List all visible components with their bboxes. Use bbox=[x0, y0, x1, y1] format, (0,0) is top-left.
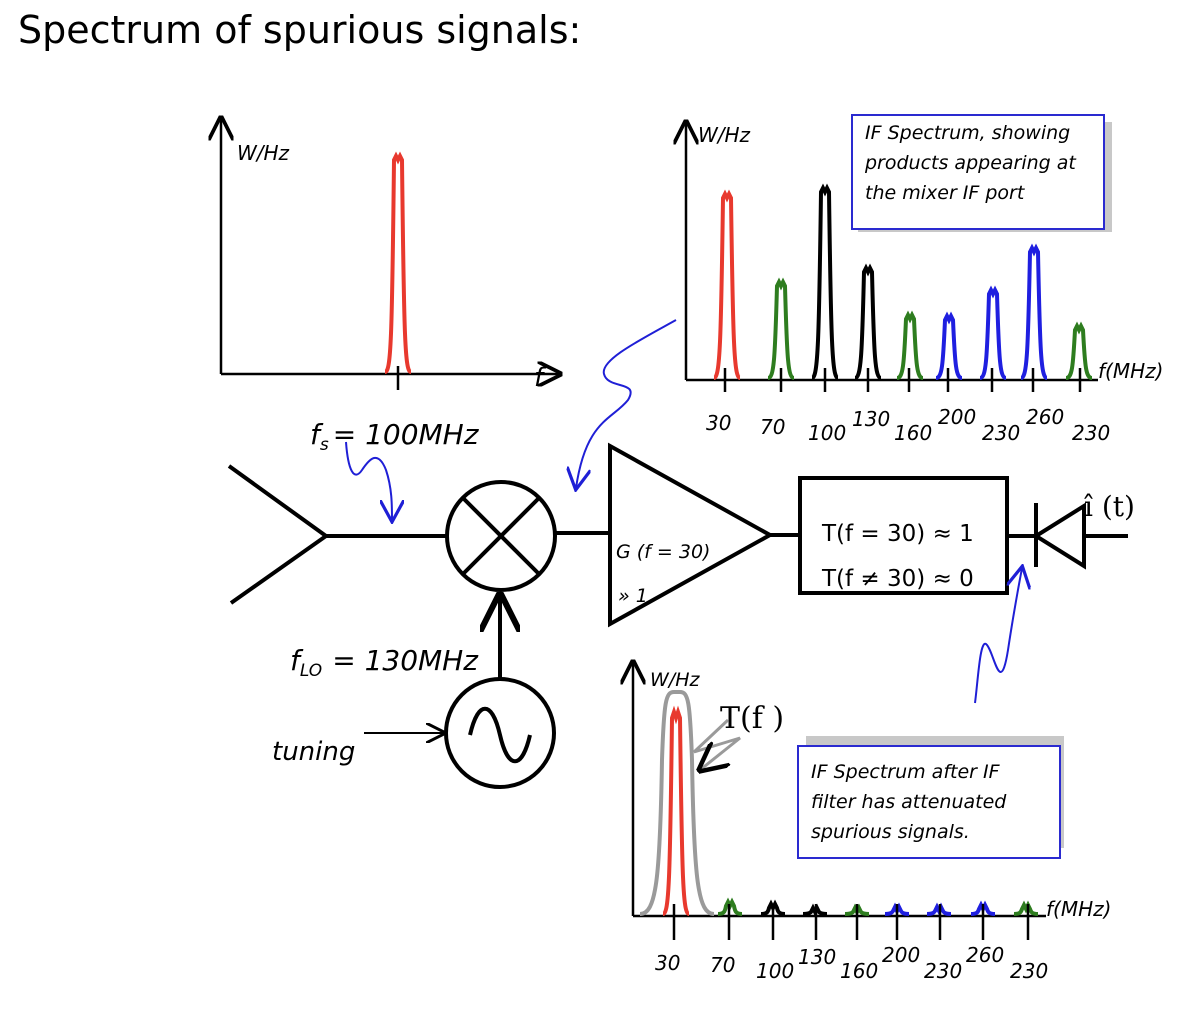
if-caption-line: products appearing at bbox=[865, 152, 1076, 174]
mixer bbox=[445, 480, 557, 592]
if-tick-label: 200 bbox=[938, 405, 976, 429]
filter-stopband-text: T(f ≠ 30) ≈ 0 bbox=[821, 566, 974, 592]
spectral-peak bbox=[1013, 900, 1039, 916]
filtered-tick-label: 230 bbox=[924, 959, 962, 983]
if-peaks bbox=[713, 183, 1093, 380]
filter-curve-label: T(f ) bbox=[720, 701, 784, 736]
if-caption-line: the mixer IF port bbox=[865, 182, 1025, 204]
input-x-label: f bbox=[534, 363, 547, 393]
amplifier-gain-value: » 1 bbox=[618, 585, 648, 607]
spectral-peak bbox=[713, 189, 741, 380]
amplifier-gain-label: G (f = 30) bbox=[616, 541, 710, 563]
filter-response-curve bbox=[639, 690, 715, 916]
detector-output-label: î (t) bbox=[1084, 490, 1135, 523]
filtered-caption-line: filter has attenuated bbox=[811, 791, 1007, 813]
filtered-tick-label: 260 bbox=[966, 943, 1004, 967]
filtered-tick-label: 160 bbox=[840, 959, 878, 983]
if-x-label: f(MHz) bbox=[1098, 359, 1163, 383]
filtered-caption-line: IF Spectrum after IF bbox=[811, 761, 1000, 783]
input-signal-peak bbox=[384, 151, 412, 374]
if-tick-label: 70 bbox=[760, 415, 785, 439]
filtered-caption-box: IF Spectrum after IF filter has attenuat… bbox=[797, 745, 1061, 859]
if-tick-label: 160 bbox=[894, 421, 932, 445]
spectral-peak bbox=[979, 285, 1007, 380]
input-spectrum-plot: W/Hz f bbox=[221, 118, 560, 393]
fs-label: fs = 100MHz bbox=[310, 418, 480, 455]
spectral-peak bbox=[896, 310, 924, 380]
page-title: Spectrum of spurious signals: bbox=[18, 8, 582, 52]
input-y-label: W/Hz bbox=[237, 141, 290, 165]
filtered-signal-peak bbox=[662, 705, 690, 916]
filtered-peaks bbox=[717, 897, 1039, 917]
fs-annotation-arrow bbox=[345, 441, 392, 520]
mixer-output-annotation-arrow bbox=[576, 319, 677, 488]
filtered-tick-label: 70 bbox=[710, 953, 735, 977]
sine-wave-icon bbox=[468, 706, 532, 764]
antenna bbox=[227, 464, 330, 605]
filtered-tick-label: 100 bbox=[756, 959, 794, 983]
block-diagram: G (f = 30) » 1 T(f = 30) ≈ 1 T(f ≠ 30) ≈… bbox=[227, 418, 1135, 789]
amplifier-triangle bbox=[608, 442, 775, 628]
tuning-label: tuning bbox=[272, 737, 355, 767]
filter-passband-text: T(f = 30) ≈ 1 bbox=[821, 521, 974, 547]
filter-output-annotation-arrow bbox=[974, 568, 1022, 704]
if-caption-box: IF Spectrum, showing products appearing … bbox=[851, 114, 1105, 230]
flo-label: fLO = 130MHz bbox=[290, 644, 479, 681]
if-caption-line: IF Spectrum, showing bbox=[865, 122, 1071, 144]
diode-detector bbox=[1032, 502, 1128, 570]
filtered-tick-label: 130 bbox=[798, 945, 836, 969]
if-tick-label: 230 bbox=[1072, 421, 1110, 445]
if-tick-label: 260 bbox=[1026, 405, 1064, 429]
filtered-caption-line: spurious signals. bbox=[811, 821, 970, 843]
filtered-tick-label: 200 bbox=[882, 943, 920, 967]
filtered-tick-label: 30 bbox=[655, 951, 680, 975]
spectral-peak bbox=[935, 311, 963, 380]
if-tick-label: 100 bbox=[808, 421, 846, 445]
filtered-tick-label: 230 bbox=[1010, 959, 1048, 983]
spectral-peak bbox=[1065, 321, 1093, 380]
if-tick-label: 130 bbox=[852, 407, 890, 431]
spectral-peak bbox=[767, 277, 795, 380]
filtered-y-label: W/Hz bbox=[650, 669, 700, 691]
if-tick-label: 230 bbox=[982, 421, 1020, 445]
spectral-peak bbox=[811, 183, 839, 380]
filtered-x-label: f(MHz) bbox=[1046, 897, 1111, 921]
if-y-label: W/Hz bbox=[698, 123, 751, 147]
spectral-peak bbox=[1020, 243, 1048, 380]
filter-label-pointer bbox=[692, 718, 741, 770]
spectral-peak bbox=[854, 263, 882, 380]
if-tick-label: 30 bbox=[706, 411, 731, 435]
